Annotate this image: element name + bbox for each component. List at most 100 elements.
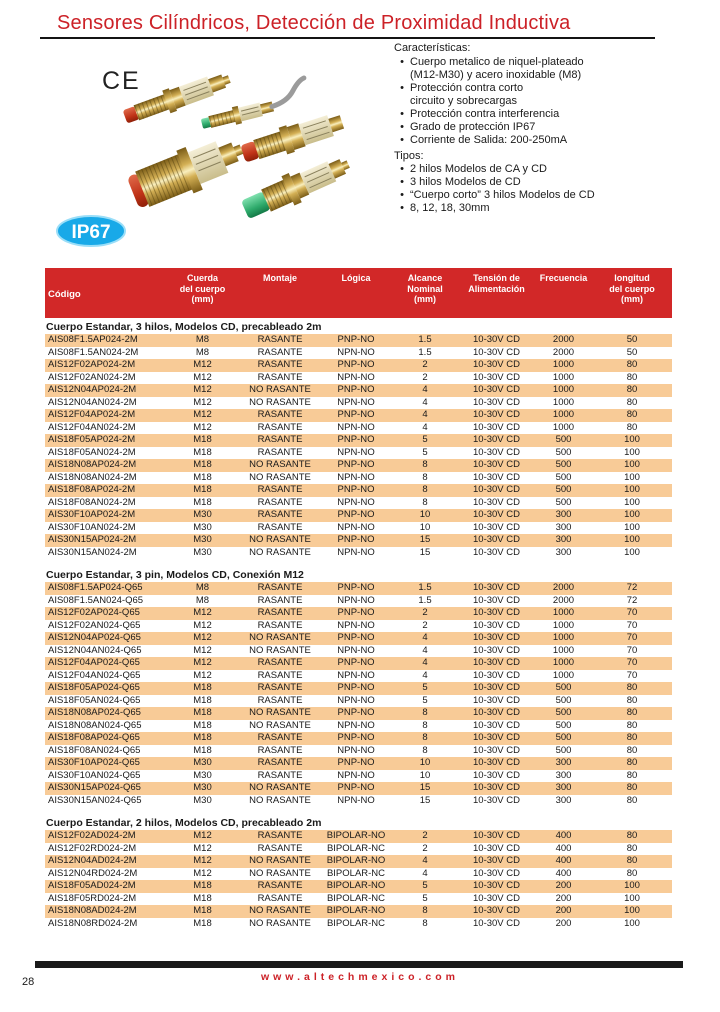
table-section: Cuerpo Estandar, 2 hilos, Modelos CD, pr… [45,817,672,930]
cell-alcance: 2 [422,371,428,383]
cell-frecuencia: 500 [555,446,572,458]
cell-alcance: 15 [419,546,431,558]
cell-codigo: AIS08F1.5AN024-Q65 [48,594,144,606]
cell-longitud: 80 [626,794,638,806]
table-row: AIS12F02AP024-Q65 M12 RASANTE PNP-NO 2 1… [45,607,672,620]
table-row: AIS12F04AP024-2M M12 RASANTE PNP-NO 4 10… [45,409,672,422]
cell-codigo: AIS18N08AP024-Q65 [48,707,141,718]
ip67-badge: IP67 [56,215,126,247]
cell-montaje: NO RASANTE [249,794,311,806]
cell-logica: NPN-NO [337,644,375,656]
cell-logica: PNP-NO [337,707,375,718]
cell-alcance: 15 [419,782,431,793]
cell-logica: NPN-NO [337,669,375,681]
cell-codigo: AIS12F04AP024-2M [48,409,136,420]
cell-tension: 10-30V CD [473,446,520,458]
table-row: AIS18F05AD024-2M M18 RASANTE BIPOLAR-NO … [45,880,672,893]
cell-cuerda: M8 [195,594,210,606]
cell-tension: 10-30V CD [473,594,520,606]
cell-alcance: 8 [422,471,428,483]
cell-codigo: AIS12N04AP024-Q65 [48,632,141,643]
cell-cuerda: M8 [195,334,210,345]
cell-codigo: AIS12F04AN024-Q65 [48,669,141,681]
cell-alcance: 15 [419,794,431,806]
cell-alcance: 5 [422,694,428,706]
cell-longitud: 72 [626,582,638,593]
cell-frecuencia: 500 [555,459,572,470]
cell-longitud: 80 [626,732,638,743]
type-text: 2 hilos Modelos de CA y CD [410,163,547,175]
table-row: AIS12F02RD024-2M M12 RASANTE BIPOLAR-NC … [45,843,672,856]
cell-logica: BIPOLAR-NC [326,842,386,854]
cell-tension: 10-30V CD [473,396,520,408]
cell-alcance: 1.5 [418,582,432,593]
ip67-badge-label: IP67 [71,222,110,243]
cell-alcance: 15 [419,534,431,545]
cell-codigo: AIS18N08AN024-Q65 [48,719,142,731]
cell-longitud: 80 [626,396,638,408]
table-row: AIS12F02AN024-Q65 M12 RASANTE NPN-NO 2 1… [45,620,672,633]
cell-cuerda: M12 [193,359,212,370]
table-row: AIS18N08AD024-2M M18 NO RASANTE BIPOLAR-… [45,905,672,918]
cell-frecuencia: 2000 [552,346,575,358]
page-number: 28 [22,976,35,988]
cell-tension: 10-30V CD [473,830,520,841]
cell-alcance: 2 [422,359,428,370]
cell-longitud: 100 [624,446,640,458]
cell-tension: 10-30V CD [473,521,520,533]
cell-cuerda: M12 [193,421,212,433]
cell-cuerda: M12 [193,867,212,879]
cell-codigo: AIS18N08RD024-2M [48,917,138,929]
footer-bar [35,961,683,968]
cell-montaje: RASANTE [257,509,303,520]
cell-longitud: 70 [626,607,638,618]
cell-cuerda: M12 [193,371,212,383]
cell-longitud: 50 [626,334,638,345]
cell-frecuencia: 500 [555,434,572,445]
cell-cuerda: M30 [193,782,212,793]
table-row: AIS18N08RD024-2M M18 NO RASANTE BIPOLAR-… [45,918,672,931]
cell-cuerda: M12 [193,409,212,420]
cell-frecuencia: 400 [555,867,572,879]
table-row: AIS30N15AP024-Q65 M30 NO RASANTE PNP-NO … [45,782,672,795]
cell-montaje: NO RASANTE [249,644,311,656]
table-row: AIS30F10AN024-Q65 M30 RASANTE NPN-NO 10 … [45,770,672,783]
cell-tension: 10-30V CD [473,669,520,681]
column-header-longitud: longitud del cuerpo (mm) [609,273,655,304]
sensor-m8-cable-icon [201,75,307,129]
cell-cuerda: M30 [193,769,212,781]
cell-longitud: 100 [624,880,640,891]
cell-tension: 10-30V CD [473,632,520,643]
cell-logica: NPN-NO [337,496,375,508]
cell-codigo: AIS18N08AP024-2M [48,459,137,470]
cell-montaje: RASANTE [257,594,303,606]
table-row: AIS12F04AN024-Q65 M12 RASANTE NPN-NO 4 1… [45,670,672,683]
cell-cuerda: M18 [193,682,212,693]
cell-tension: 10-30V CD [473,421,520,433]
cell-longitud: 80 [626,867,638,879]
cell-frecuencia: 2000 [552,594,575,606]
cell-frecuencia: 1000 [552,371,575,383]
cell-codigo: AIS12F02AN024-2M [48,371,136,383]
cell-logica: NPN-NO [337,794,375,806]
cell-logica: NPN-NO [337,546,375,558]
table-row: AIS12F04AN024-2M M12 RASANTE NPN-NO 4 10… [45,422,672,435]
cell-alcance: 8 [422,905,428,916]
cell-longitud: 80 [626,782,638,793]
sensor-m18-red-icon [241,115,345,162]
table-row: AIS12F02AN024-2M M12 RASANTE NPN-NO 2 10… [45,372,672,385]
cell-frecuencia: 1000 [552,669,575,681]
feature-text: Cuerpo metalico de niquel-plateado (M12-… [410,56,584,81]
cell-montaje: RASANTE [257,880,303,891]
cell-codigo: AIS18F05AP024-2M [48,434,136,445]
cell-codigo: AIS12N04AN024-Q65 [48,644,142,656]
cell-logica: BIPOLAR-NC [326,892,386,904]
page-title: Sensores Cilíndricos, Detección de Proxi… [57,12,571,34]
cell-tension: 10-30V CD [473,719,520,731]
cell-tension: 10-30V CD [473,905,520,916]
cell-cuerda: M12 [193,644,212,656]
cell-longitud: 80 [626,719,638,731]
cell-montaje: NO RASANTE [249,384,311,395]
cell-montaje: RASANTE [257,434,303,445]
cell-montaje: RASANTE [257,732,303,743]
